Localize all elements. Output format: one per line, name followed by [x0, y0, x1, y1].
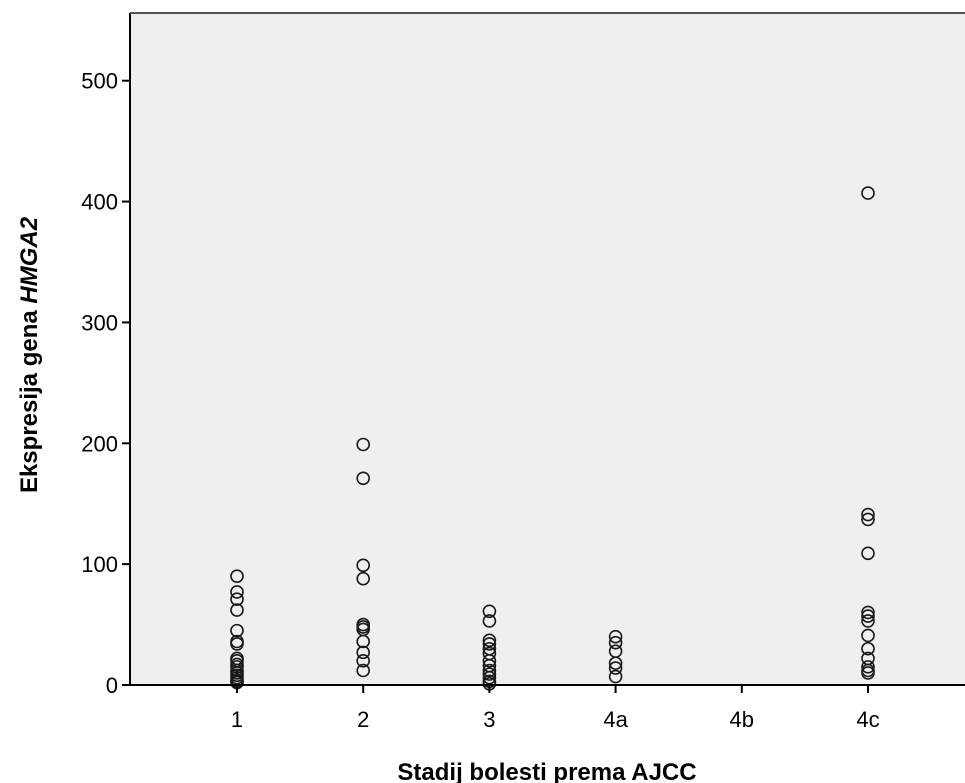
data-point: [608, 635, 623, 650]
y-axis-title-gene: HMGA2: [16, 216, 43, 303]
y-axis-ticks: 0 100 200 300 400 500: [81, 69, 130, 698]
plot-area: [130, 13, 965, 685]
data-point: [608, 656, 623, 671]
x-tick-label: 2: [357, 707, 369, 732]
data-point: [356, 558, 371, 573]
data-point: [482, 633, 497, 648]
data-point: [608, 629, 623, 644]
x-axis-ticks: 1 2 3 4a 4b 4c: [231, 685, 880, 732]
data-markers: [230, 186, 875, 691]
data-point: [861, 546, 875, 561]
data-point: [861, 186, 875, 200]
x-tick-label: 4a: [603, 707, 628, 732]
y-tick-label: 500: [81, 69, 118, 94]
data-point: [861, 614, 875, 628]
x-tick-label: 4c: [856, 707, 879, 732]
x-axis-title: Stadij bolesti prema AJCC: [397, 759, 696, 783]
x-tick-label: 1: [231, 707, 243, 732]
data-point: [861, 605, 875, 620]
data-point: [482, 663, 497, 678]
data-point: [230, 660, 244, 674]
data-point: [356, 645, 371, 660]
data-point: [482, 614, 497, 628]
data-point: [356, 571, 371, 586]
data-point: [482, 604, 497, 619]
y-tick-label: 300: [81, 310, 118, 335]
data-point: [608, 661, 623, 675]
y-tick-label: 0: [106, 673, 118, 698]
data-point: [482, 670, 497, 685]
data-point: [230, 585, 244, 599]
data-point: [861, 512, 875, 527]
data-point: [356, 437, 371, 452]
data-point: [356, 471, 371, 486]
x-tick-label: 4b: [730, 707, 754, 732]
data-point: [356, 663, 371, 678]
data-point: [861, 666, 875, 680]
data-point: [861, 609, 875, 623]
data-point: [356, 654, 371, 668]
x-tick-label: 3: [483, 707, 495, 732]
data-point: [482, 637, 497, 651]
data-point: [861, 660, 875, 674]
y-tick-label: 200: [81, 431, 118, 456]
data-point: [230, 569, 244, 584]
y-axis-title: Ekspresija gena HMGA2: [16, 216, 43, 493]
data-point: [482, 667, 497, 681]
data-point: [230, 603, 244, 617]
y-axis-title-prefix: Ekspresija gena: [16, 304, 43, 493]
y-tick-label: 400: [81, 190, 118, 215]
data-point: [230, 592, 244, 606]
data-point: [230, 623, 244, 638]
data-point: [608, 669, 623, 684]
y-tick-label: 100: [81, 552, 118, 577]
data-point: [356, 634, 371, 649]
data-point: [230, 637, 244, 651]
data-point: [482, 654, 497, 668]
data-point: [861, 507, 875, 522]
data-point: [861, 641, 875, 656]
data-point: [861, 628, 875, 643]
